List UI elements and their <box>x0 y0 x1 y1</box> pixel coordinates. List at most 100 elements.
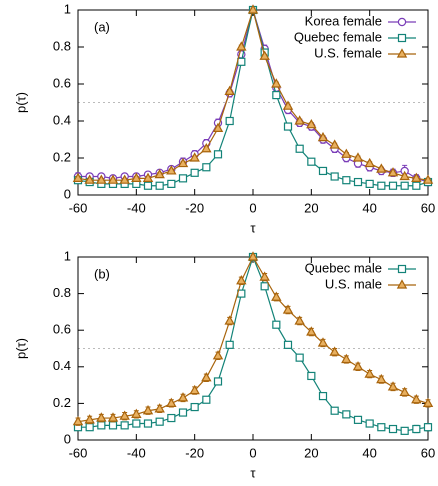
legend-label: Quebec female <box>294 29 382 44</box>
legend-marker <box>397 17 407 27</box>
data-point <box>155 181 164 190</box>
data-point <box>120 421 129 430</box>
data-point <box>353 415 363 424</box>
data-point <box>154 403 165 413</box>
data-point <box>132 419 141 428</box>
data-point <box>108 421 118 430</box>
data-point <box>388 424 398 434</box>
data-point <box>342 410 351 419</box>
legend-marker <box>397 264 407 274</box>
data-point <box>411 172 422 182</box>
data-point <box>364 368 375 378</box>
data-point <box>190 168 199 177</box>
x-tick-label: -40 <box>127 445 146 460</box>
legend-label: Quebec male <box>305 260 382 275</box>
data-point <box>317 131 329 142</box>
data-point <box>364 157 375 168</box>
data-point <box>399 386 410 397</box>
data-point <box>260 282 269 291</box>
y-tick-label: 0 <box>64 186 71 201</box>
data-point <box>271 78 282 88</box>
y-tick-label: 0.4 <box>53 112 71 127</box>
data-point <box>353 177 363 187</box>
data-point <box>365 419 374 428</box>
data-point <box>376 163 387 173</box>
x-tick-label: 40 <box>362 200 376 215</box>
data-point <box>178 174 188 183</box>
data-point <box>143 181 153 190</box>
panel-label: (a) <box>94 19 110 34</box>
data-point <box>352 361 364 371</box>
legend-marker <box>396 48 408 58</box>
data-point <box>330 172 339 181</box>
data-point <box>190 402 199 412</box>
legend-label: U.S. female <box>314 45 382 60</box>
data-point <box>247 251 259 261</box>
data-point <box>388 181 398 190</box>
data-point <box>307 371 316 381</box>
data-point <box>225 116 234 126</box>
data-point <box>272 90 281 100</box>
data-point <box>143 419 153 428</box>
data-point <box>213 377 223 386</box>
x-axis-label: τ <box>250 220 256 235</box>
data-point <box>411 394 422 404</box>
data-point <box>177 157 189 168</box>
data-point <box>294 315 305 325</box>
data-point <box>342 176 351 185</box>
x-tick-label: 0 <box>249 445 256 460</box>
x-tick-label: 0 <box>249 200 256 215</box>
data-point <box>155 417 164 426</box>
data-point <box>272 320 281 329</box>
data-point <box>224 315 235 325</box>
x-tick-label: -20 <box>185 445 204 460</box>
data-point <box>295 353 304 362</box>
data-point <box>399 170 410 181</box>
data-point <box>341 148 352 158</box>
data-point <box>72 172 84 182</box>
data-point <box>189 152 200 162</box>
data-point <box>202 395 211 404</box>
y-tick-label: 1 <box>64 1 71 16</box>
data-point <box>177 392 189 402</box>
y-tick-label: 0.8 <box>53 285 71 300</box>
legend-label: Korea female <box>305 13 382 28</box>
data-point <box>236 41 247 51</box>
data-point <box>422 174 434 184</box>
data-point <box>119 174 130 184</box>
data-point <box>167 179 176 188</box>
legend-marker <box>397 33 407 43</box>
data-point <box>166 397 177 407</box>
data-point <box>166 165 177 175</box>
data-point <box>202 163 211 172</box>
data-point <box>107 174 119 184</box>
data-point <box>377 181 386 190</box>
data-point <box>131 408 142 418</box>
data-point <box>412 181 421 190</box>
data-point <box>107 412 119 422</box>
data-point <box>400 181 409 190</box>
x-tick-label: 60 <box>421 445 435 460</box>
data-point <box>96 174 107 184</box>
data-point <box>85 423 94 432</box>
data-point <box>400 426 409 435</box>
data-point <box>237 57 246 66</box>
data-point <box>330 406 339 415</box>
data-point <box>295 144 304 153</box>
data-point <box>201 143 212 153</box>
data-point <box>72 415 84 426</box>
x-tick-label: 60 <box>421 200 435 215</box>
data-point <box>387 167 399 177</box>
x-tick-label: 20 <box>304 200 318 215</box>
data-point <box>131 172 142 182</box>
data-point <box>212 122 224 132</box>
x-axis-label: τ <box>250 465 256 480</box>
y-axis-label: p(τ) <box>13 338 28 359</box>
y-axis-label: p(τ) <box>13 92 28 113</box>
y-tick-label: 0.6 <box>53 322 71 337</box>
data-point <box>236 275 247 285</box>
data-point <box>189 384 200 395</box>
data-point <box>317 337 329 347</box>
data-point <box>318 391 328 401</box>
